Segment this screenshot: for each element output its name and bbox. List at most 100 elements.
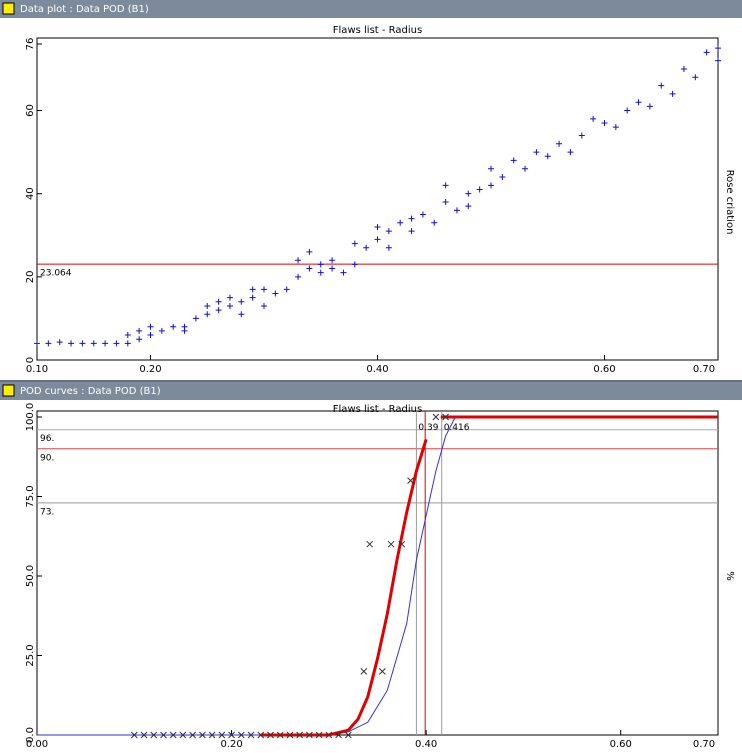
data-point (488, 165, 494, 172)
x-tick-label: 0.70 (693, 739, 715, 750)
window-icon (2, 2, 15, 15)
data-point (522, 165, 529, 172)
data-point (237, 731, 245, 739)
title-bar (0, 382, 742, 400)
y-tick-label: 100.0 (25, 403, 36, 432)
data-point (218, 731, 226, 739)
data-point (192, 315, 199, 322)
reference-label: 0.39 (418, 423, 438, 433)
window-title: Data plot : Data POD (B1) (20, 4, 149, 15)
data-point (351, 240, 358, 247)
title-bar (0, 0, 742, 18)
pod-curve (260, 415, 718, 737)
panel (0, 18, 742, 380)
data-point (325, 731, 333, 739)
data-point (147, 323, 154, 330)
data-point (181, 323, 188, 330)
data-point (544, 153, 551, 160)
reference-label: 23.064 (40, 269, 72, 279)
x-tick-label: 0.60 (610, 739, 632, 750)
data-point (204, 302, 211, 309)
data-point (272, 290, 279, 297)
data-point (295, 273, 302, 280)
data-point (374, 236, 381, 243)
data-point (317, 269, 324, 276)
data-point (160, 731, 167, 739)
chart-title: Flaws list - Radius (333, 404, 422, 415)
data-point (102, 340, 109, 347)
data-point (147, 332, 154, 339)
data-point (199, 731, 206, 739)
data-point (465, 203, 472, 210)
data-point (249, 294, 256, 301)
window-icon (2, 384, 15, 397)
y-tick-label: 75.0 (25, 485, 36, 507)
data-point (419, 211, 426, 218)
x-tick-label: 0.20 (139, 364, 161, 375)
data-point (635, 99, 642, 106)
x-tick-label: 0.60 (593, 364, 615, 375)
data-point (306, 265, 313, 272)
data-point (276, 731, 284, 739)
data-point (140, 731, 148, 739)
reference-label: 73. (40, 507, 54, 517)
x-tick-label: 0.40 (366, 364, 388, 375)
data-point (669, 90, 676, 97)
y-tick-label: 50.0 (25, 565, 36, 587)
x-tick-label: 0.10 (26, 364, 48, 375)
data-point (261, 302, 267, 309)
data-point (442, 413, 449, 421)
data-point (510, 157, 517, 164)
data-point (34, 340, 40, 347)
x-tick-label: 0.00 (26, 739, 48, 750)
y-tick-label: 25.0 (25, 644, 36, 666)
data-point (315, 731, 323, 739)
axis-label: Rose criation (724, 170, 735, 235)
data-point (130, 731, 138, 739)
data-point (79, 340, 86, 347)
data-point (90, 340, 97, 347)
data-point (442, 182, 449, 189)
y-tick-label: 76 (25, 38, 36, 51)
data-point (329, 265, 336, 272)
data-point (360, 668, 368, 675)
data-point (385, 228, 392, 235)
data-point (238, 298, 245, 305)
panel (0, 400, 742, 753)
data-point (590, 115, 597, 122)
y-tick-label: 0.0 (25, 727, 36, 743)
data-point (408, 228, 415, 235)
data-point (169, 731, 177, 739)
data-point (601, 120, 608, 126)
data-point (567, 149, 574, 156)
data-point (189, 731, 197, 739)
data-point (150, 731, 158, 739)
data-point (379, 668, 386, 675)
data-point (68, 340, 75, 347)
reference-label: 0.416 (444, 423, 470, 433)
data-point (385, 244, 392, 251)
data-point (387, 540, 395, 548)
data-point (408, 215, 415, 222)
x-tick-label: 0.20 (220, 739, 242, 750)
data-point (204, 311, 211, 318)
data-point (283, 286, 290, 293)
data-point (398, 540, 406, 548)
data-point (226, 302, 233, 309)
data-point (431, 219, 438, 226)
plot-frame (36, 410, 719, 736)
data-point (286, 731, 294, 739)
y-tick-label: 0 (25, 357, 36, 363)
data-point (351, 261, 358, 268)
data-point (680, 65, 687, 72)
data-point (317, 261, 324, 268)
y-tick-label: 20 (25, 270, 36, 283)
data-point (344, 731, 352, 739)
data-point (261, 286, 267, 293)
data-point (215, 307, 222, 314)
data-point (257, 731, 265, 739)
data-point (215, 298, 222, 305)
data-point (226, 294, 233, 301)
